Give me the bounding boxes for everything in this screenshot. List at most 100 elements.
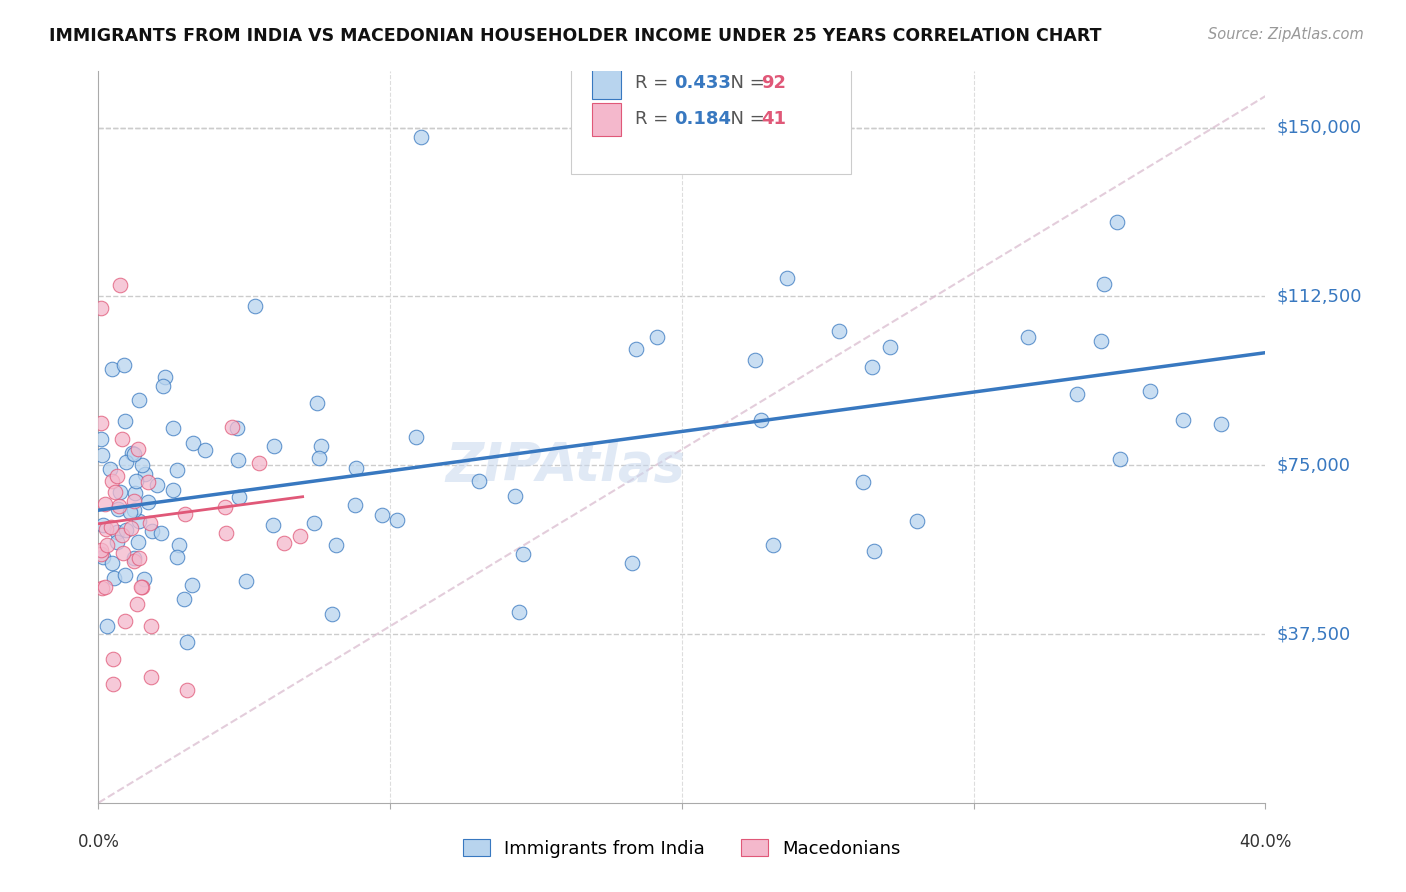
- Point: [1209, 417, 1232, 432]
- Text: 0.0%: 0.0%: [77, 833, 120, 851]
- Point: [305, 395, 328, 409]
- Point: [262, 517, 284, 532]
- Point: [288, 528, 311, 542]
- Point: [96, 619, 118, 633]
- Point: [1017, 330, 1039, 344]
- Point: [879, 340, 901, 354]
- Text: Source: ZipAtlas.com: Source: ZipAtlas.com: [1208, 27, 1364, 42]
- Point: [91, 550, 114, 565]
- Point: [749, 412, 772, 426]
- Point: [139, 618, 162, 632]
- Text: 0.184: 0.184: [673, 111, 731, 128]
- Point: [321, 607, 343, 622]
- Point: [243, 299, 266, 313]
- Point: [180, 578, 202, 592]
- Point: [1139, 384, 1161, 398]
- Point: [827, 324, 849, 338]
- Point: [110, 528, 132, 542]
- Point: [110, 432, 132, 446]
- Point: [141, 670, 163, 684]
- Point: [127, 442, 149, 456]
- Point: [94, 497, 117, 511]
- Point: [114, 614, 136, 628]
- Point: [134, 467, 156, 481]
- Point: [129, 580, 152, 594]
- Point: [90, 543, 112, 558]
- Point: [263, 439, 285, 453]
- Point: [852, 475, 875, 490]
- Point: [344, 461, 367, 475]
- Point: [1105, 215, 1128, 229]
- Point: [744, 353, 766, 368]
- Text: $37,500: $37,500: [1277, 625, 1351, 643]
- Point: [405, 430, 427, 444]
- Text: R =: R =: [636, 74, 675, 92]
- Text: $112,500: $112,500: [1277, 287, 1362, 305]
- Point: [221, 419, 243, 434]
- Point: [90, 547, 112, 561]
- Point: [91, 518, 114, 533]
- Point: [96, 522, 118, 536]
- Point: [370, 508, 392, 522]
- Point: [128, 550, 150, 565]
- Point: [104, 485, 127, 500]
- Point: [124, 553, 146, 567]
- Point: [125, 474, 148, 488]
- Point: [136, 494, 159, 508]
- Point: [101, 556, 124, 570]
- FancyBboxPatch shape: [592, 103, 621, 136]
- Point: [905, 514, 928, 528]
- Point: [1108, 452, 1130, 467]
- Point: [149, 526, 172, 541]
- Point: [105, 468, 128, 483]
- Point: [131, 580, 153, 594]
- Point: [90, 433, 112, 447]
- Point: [225, 421, 247, 435]
- Point: [153, 370, 176, 384]
- Point: [118, 505, 141, 519]
- Point: [645, 330, 668, 344]
- Point: [112, 358, 135, 372]
- Point: [122, 503, 145, 517]
- Point: [107, 501, 129, 516]
- Point: [122, 494, 145, 508]
- Point: [620, 556, 643, 570]
- Text: $75,000: $75,000: [1277, 456, 1351, 475]
- Point: [114, 568, 136, 582]
- Point: [105, 524, 128, 539]
- Point: [503, 489, 526, 503]
- Text: 40.0%: 40.0%: [1239, 833, 1292, 851]
- Point: [125, 597, 148, 611]
- Text: N =: N =: [720, 111, 770, 128]
- Point: [1092, 277, 1115, 292]
- Point: [115, 455, 138, 469]
- Point: [111, 546, 134, 560]
- Point: [127, 535, 149, 549]
- Point: [141, 524, 163, 538]
- Point: [110, 485, 132, 500]
- Point: [122, 551, 145, 566]
- Point: [91, 448, 114, 462]
- Point: [120, 521, 142, 535]
- Point: [309, 440, 332, 454]
- Point: [215, 525, 238, 540]
- Point: [100, 520, 122, 534]
- Point: [136, 475, 159, 489]
- Point: [101, 474, 124, 488]
- Point: [90, 417, 112, 431]
- Point: [387, 513, 409, 527]
- Point: [302, 516, 325, 531]
- Point: [124, 485, 146, 500]
- Point: [105, 535, 128, 549]
- Point: [128, 514, 150, 528]
- Point: [409, 129, 432, 144]
- Point: [1173, 413, 1195, 427]
- Point: [162, 483, 184, 497]
- Point: [91, 582, 114, 596]
- Point: [344, 498, 367, 512]
- Text: 92: 92: [761, 74, 786, 92]
- Point: [173, 591, 195, 606]
- Point: [860, 360, 883, 375]
- Point: [762, 538, 785, 552]
- Point: [96, 537, 118, 551]
